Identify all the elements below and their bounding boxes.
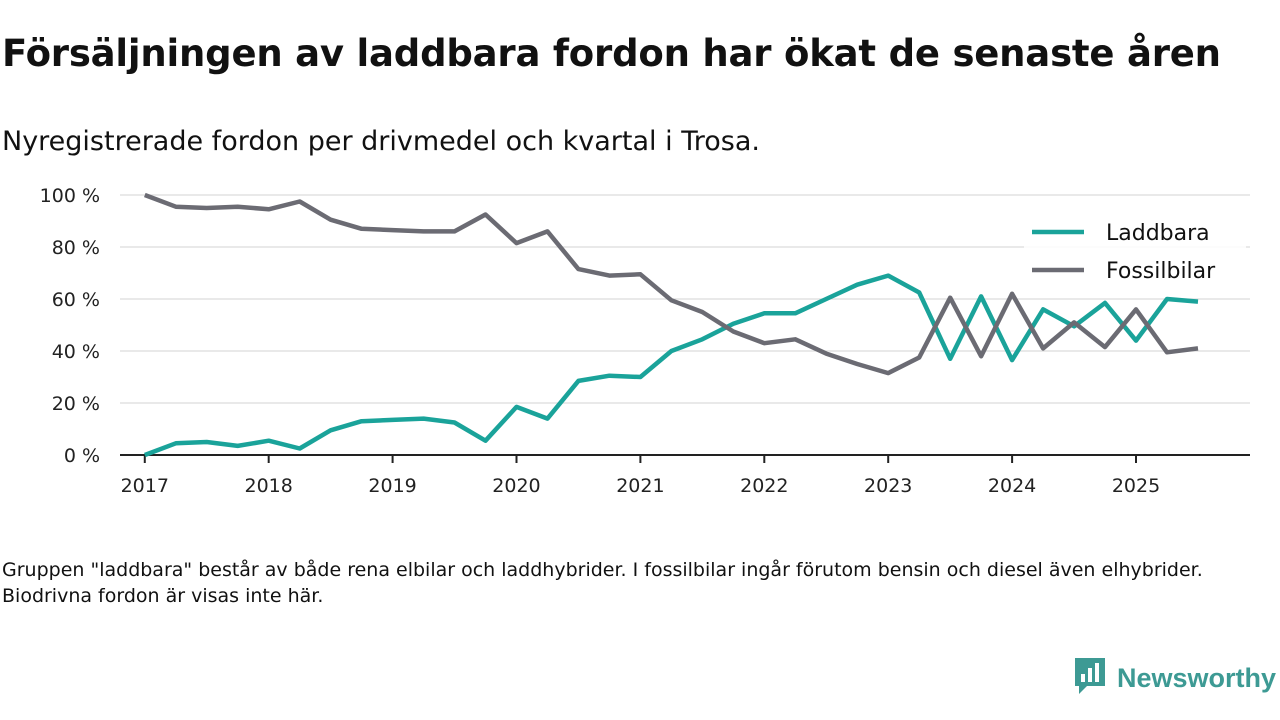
series-line-laddbara bbox=[144, 273, 1199, 458]
x-tick-label: 2020 bbox=[492, 475, 540, 497]
x-tick-label: 2024 bbox=[988, 475, 1036, 497]
chart-subtitle: Nyregistrerade fordon per drivmedel och … bbox=[2, 126, 760, 157]
newsworthy-logo-icon bbox=[1073, 656, 1107, 700]
series-line-fossilbilar bbox=[144, 192, 1199, 376]
y-tick-label: 0 % bbox=[64, 445, 100, 467]
x-tick-label: 2019 bbox=[368, 475, 416, 497]
x-tick-label: 2025 bbox=[1112, 475, 1160, 497]
legend-label: Laddbara bbox=[1106, 221, 1210, 246]
x-tick-label: 2022 bbox=[740, 475, 788, 497]
brand-name: Newsworthy bbox=[1117, 662, 1277, 693]
x-tick-label: 2017 bbox=[121, 475, 169, 497]
y-tick-label: 20 % bbox=[52, 393, 100, 415]
x-tick-label: 2021 bbox=[616, 475, 664, 497]
brand-logo: Newsworthy bbox=[1073, 656, 1276, 700]
y-tick-label: 100 % bbox=[40, 185, 100, 207]
x-tick-label: 2023 bbox=[864, 475, 912, 497]
legend-background bbox=[1024, 196, 1246, 282]
chart-footnote: Gruppen "laddbara" består av både rena e… bbox=[2, 559, 1203, 607]
legend-label: Fossilbilar bbox=[1106, 259, 1216, 284]
x-tick-label: 2018 bbox=[245, 475, 293, 497]
y-tick-label: 40 % bbox=[52, 341, 100, 363]
y-tick-label: 60 % bbox=[52, 289, 100, 311]
y-tick-label: 80 % bbox=[52, 237, 100, 259]
chart-title: Försäljningen av laddbara fordon har öka… bbox=[2, 32, 1221, 75]
line-chart: 0 % 20 % 40 % 60 % 80 % 100 % 2017 2018 2019 2020… bbox=[40, 185, 1250, 497]
